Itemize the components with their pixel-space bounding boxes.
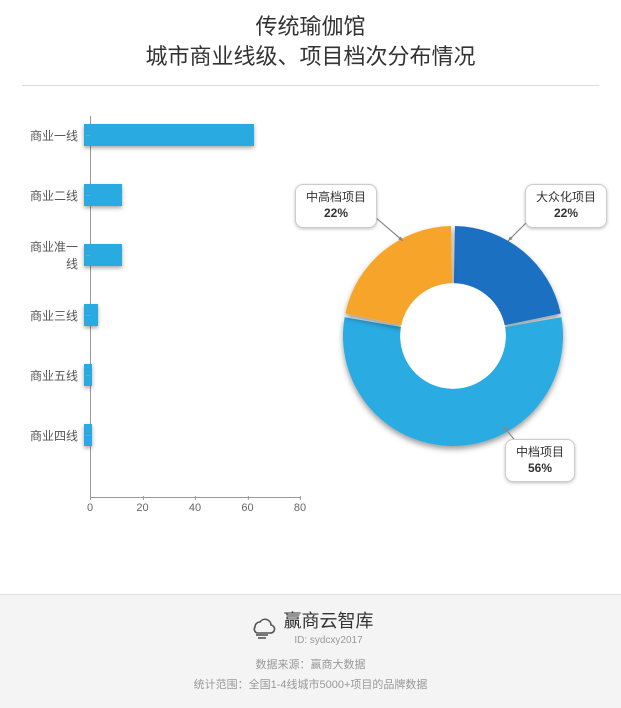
bar-category-label: 商业一线 [20,127,84,144]
callout-label: 中档项目 [516,445,564,459]
callout-pct: 22% [324,206,348,220]
callout-pct: 56% [528,461,552,475]
bar-category-label: 商业二线 [20,187,84,204]
brand-cloud-icon [248,613,276,641]
chart-title: 传统瑜伽馆 城市商业线级、项目档次分布情况 [0,0,621,71]
bar-track [84,184,300,206]
bar-x-tick: 80 [294,502,306,514]
bar-track [84,304,300,326]
bar-row: 商业五线 [20,364,300,386]
bar-x-tick: 0 [87,502,93,514]
donut-chart: 中高档项目 22% 大众化项目 22% 中档项目 56% [313,196,593,476]
bar-row: 商业一线 [20,124,300,146]
bar-track [84,124,300,146]
brand: 赢商云智库 ID: sydcxy2017 [248,607,374,646]
title-line-2: 城市商业线级、项目档次分布情况 [0,42,621,72]
donut-svg [313,196,593,476]
callout-label: 中高档项目 [306,190,366,204]
footer: 赢商云智库 ID: sydcxy2017 数据来源：赢商大数据 统计范围：全国1… [0,594,621,708]
bar-track [84,244,300,266]
bar-x-tick: 20 [136,502,148,514]
callout-mass: 大众化项目 22% [525,184,607,227]
bar-x-axis: 020406080 [90,497,300,498]
brand-name: 赢商云智库 [284,607,374,633]
charts-area: 020406080 商业一线商业二线商业准一线商业三线商业五线商业四线 中高档项… [0,86,621,546]
bar-track [84,424,300,446]
bar-category-label: 商业四线 [20,427,84,444]
callout-pct: 22% [554,206,578,220]
callout-mid: 中档项目 56% [505,439,575,482]
callout-label: 大众化项目 [536,190,596,204]
bar-row: 商业四线 [20,424,300,446]
title-line-1: 传统瑜伽馆 [0,12,621,42]
bar-chart: 020406080 商业一线商业二线商业准一线商业三线商业五线商业四线 [20,116,300,496]
callout-mid-high: 中高档项目 22% [295,184,377,227]
bar-track [84,364,300,386]
bar-category-label: 商业准一线 [20,238,84,272]
bar-fill [84,124,254,146]
bar-row: 商业准一线 [20,244,300,266]
bar-x-tick: 60 [241,502,253,514]
bar-row: 商业三线 [20,304,300,326]
bar-category-label: 商业五线 [20,367,84,384]
bar-x-tick: 40 [189,502,201,514]
bar-row: 商业二线 [20,184,300,206]
footer-source: 数据来源：赢商大数据 [0,656,621,672]
footer-scope: 统计范围：全国1-4线城市5000+项目的品牌数据 [0,676,621,692]
brand-id: ID: sydcxy2017 [284,635,374,646]
bar-category-label: 商业三线 [20,307,84,324]
